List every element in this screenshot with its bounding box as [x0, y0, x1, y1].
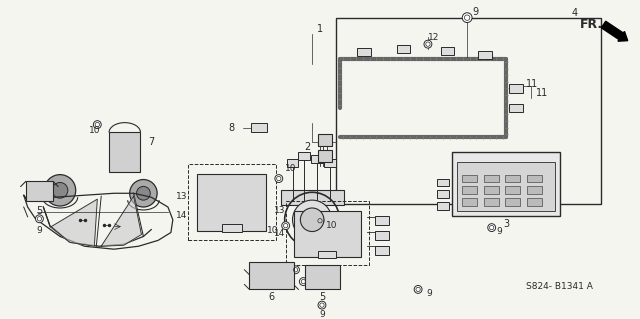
Bar	[506, 198, 520, 206]
Bar	[436, 202, 449, 210]
Circle shape	[44, 174, 76, 206]
Bar	[305, 265, 340, 289]
Text: 9: 9	[426, 289, 432, 298]
Text: 2: 2	[304, 142, 310, 152]
Bar	[222, 224, 241, 232]
Bar	[252, 122, 267, 132]
Text: 10: 10	[326, 221, 337, 230]
Bar	[484, 198, 499, 206]
Circle shape	[275, 174, 283, 182]
Bar	[336, 18, 600, 204]
Bar	[436, 179, 449, 186]
Circle shape	[462, 13, 472, 23]
Polygon shape	[101, 196, 141, 246]
Bar	[375, 216, 388, 225]
Circle shape	[488, 224, 495, 232]
Bar	[318, 150, 332, 162]
Text: 9: 9	[497, 227, 502, 236]
Bar	[294, 211, 361, 257]
Text: 10: 10	[285, 164, 296, 173]
Bar	[509, 84, 523, 93]
Circle shape	[136, 186, 150, 200]
Bar	[527, 186, 541, 194]
Bar	[188, 164, 276, 240]
Text: 13: 13	[176, 192, 188, 201]
Text: 7: 7	[148, 137, 155, 147]
Bar	[506, 174, 520, 182]
Circle shape	[300, 208, 324, 232]
Text: 4: 4	[571, 8, 577, 18]
Bar	[484, 186, 499, 194]
Circle shape	[130, 180, 157, 207]
Text: 11: 11	[526, 79, 538, 89]
Text: 5: 5	[319, 292, 325, 302]
Bar	[311, 155, 323, 163]
Bar	[462, 198, 477, 206]
Circle shape	[93, 121, 101, 129]
Text: 1: 1	[317, 25, 323, 34]
Bar	[324, 159, 336, 167]
Text: 14: 14	[176, 211, 188, 220]
Text: 9: 9	[472, 7, 478, 17]
Circle shape	[121, 153, 129, 161]
Bar	[250, 262, 294, 289]
Text: 9: 9	[36, 226, 42, 235]
Text: 6: 6	[268, 292, 274, 302]
Bar	[375, 246, 388, 255]
Circle shape	[414, 286, 422, 293]
Bar	[484, 174, 499, 182]
Bar	[281, 190, 344, 205]
Polygon shape	[51, 199, 97, 246]
FancyBboxPatch shape	[26, 182, 53, 201]
Circle shape	[424, 40, 432, 48]
Bar	[318, 134, 332, 146]
Text: 14: 14	[275, 229, 285, 238]
Circle shape	[35, 215, 44, 223]
Circle shape	[316, 217, 324, 225]
Text: 13: 13	[274, 206, 285, 215]
Text: 10: 10	[276, 269, 287, 278]
Bar	[357, 48, 371, 56]
Bar	[462, 174, 477, 182]
Bar	[375, 231, 388, 240]
Text: S824- B1341 A: S824- B1341 A	[526, 282, 593, 291]
Text: 10: 10	[90, 126, 101, 135]
Bar	[458, 162, 556, 211]
Text: 5: 5	[36, 206, 42, 216]
Text: 8: 8	[228, 122, 235, 132]
Text: 9: 9	[310, 281, 316, 290]
Circle shape	[282, 222, 289, 230]
Bar	[318, 251, 336, 257]
Text: FR.: FR.	[580, 18, 603, 31]
Bar	[285, 201, 369, 265]
Text: 12: 12	[428, 33, 439, 42]
Bar	[287, 159, 298, 167]
FancyArrow shape	[602, 21, 628, 41]
Bar	[436, 190, 449, 198]
Bar	[462, 186, 477, 194]
Circle shape	[318, 301, 326, 309]
Circle shape	[300, 278, 307, 286]
Text: 9: 9	[319, 310, 325, 319]
Bar	[509, 103, 523, 112]
Circle shape	[292, 266, 300, 274]
Bar	[197, 174, 266, 231]
Bar	[527, 174, 541, 182]
Circle shape	[52, 182, 68, 198]
Bar	[298, 152, 310, 160]
Bar	[441, 47, 454, 56]
Bar	[109, 132, 140, 172]
Text: 10: 10	[268, 226, 279, 235]
Bar	[527, 198, 541, 206]
Text: 11: 11	[536, 88, 548, 98]
Text: 3: 3	[503, 219, 509, 229]
Bar	[478, 50, 492, 59]
Circle shape	[292, 200, 332, 239]
Bar	[506, 186, 520, 194]
Bar	[397, 45, 410, 54]
Bar	[452, 152, 561, 216]
